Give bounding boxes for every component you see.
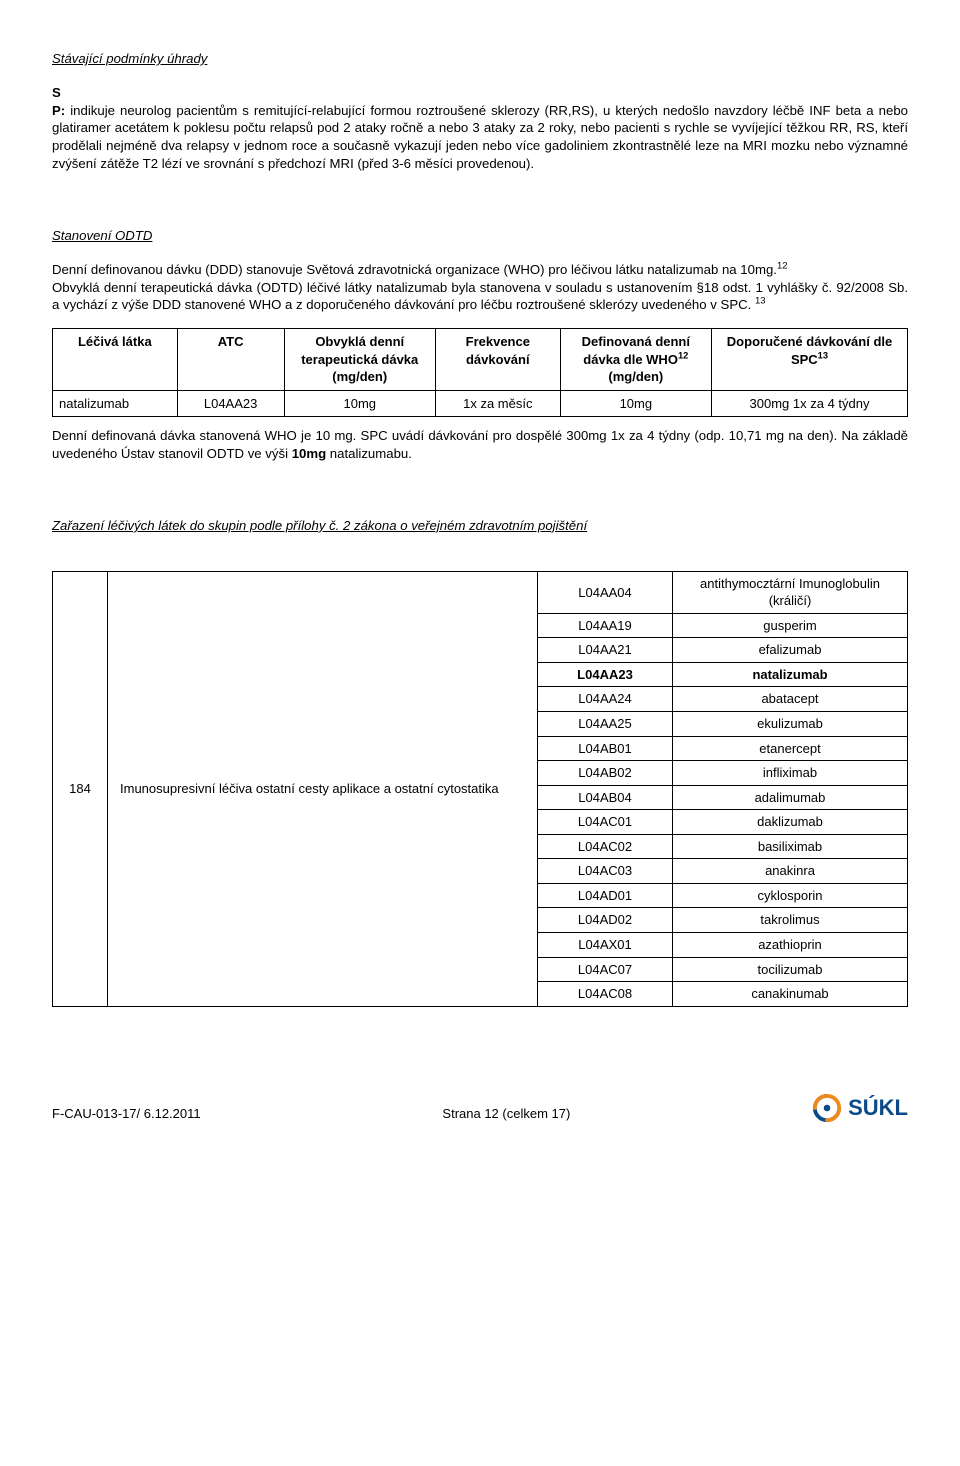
atc-name: antithymocztární Imunoglobulin (králičí) [673, 571, 908, 613]
odtd-para1-text: Denní definovanou dávku (DDD) stanovuje … [52, 262, 777, 277]
atc-name: canakinumab [673, 982, 908, 1007]
atc-name: takrolimus [673, 908, 908, 933]
atc-code: L04AC03 [538, 859, 673, 884]
atc-code: L04AA24 [538, 687, 673, 712]
atc-name: etanercept [673, 736, 908, 761]
dosage-row: natalizumab L04AA23 10mg 1x za měsíc 10m… [53, 390, 908, 417]
s-line: S [52, 84, 908, 102]
after-table-tail: natalizumabu. [326, 446, 412, 461]
atc-name: azathioprin [673, 932, 908, 957]
dosage-table: Léčivá látka ATC Obvyklá denní terapeuti… [52, 328, 908, 417]
logo-text: SÚKL [848, 1093, 908, 1123]
atc-group-name: Imunosupresivní léčiva ostatní cesty apl… [108, 571, 538, 1006]
atc-name: cyklosporin [673, 883, 908, 908]
dosage-c4: 1x za měsíc [435, 390, 560, 417]
atc-name: tocilizumab [673, 957, 908, 982]
atc-table: 184Imunosupresivní léčiva ostatní cesty … [52, 571, 908, 1007]
footer-center: Strana 12 (celkem 17) [442, 1105, 570, 1123]
atc-name: natalizumab [673, 662, 908, 687]
p-paragraph: P: indikuje neurolog pacientům s remituj… [52, 102, 908, 173]
page-footer: F-CAU-013-17/ 6.12.2011 Strana 12 (celke… [52, 1093, 908, 1123]
atc-group-number: 184 [53, 571, 108, 1006]
dosage-c1: natalizumab [53, 390, 178, 417]
odtd-sup2: 13 [755, 296, 766, 307]
conditions-text: S P: indikuje neurolog pacientům s remit… [52, 84, 908, 173]
dosage-h3: Obvyklá denní terapeutická dávka (mg/den… [284, 329, 435, 391]
atc-name: abatacept [673, 687, 908, 712]
dosage-c5: 10mg [560, 390, 711, 417]
atc-name: gusperim [673, 613, 908, 638]
atc-code: L04AA25 [538, 712, 673, 737]
sukl-logo: SÚKL [812, 1093, 908, 1123]
dosage-c3: 10mg [284, 390, 435, 417]
conditions-heading: Stávající podmínky úhrady [52, 50, 908, 68]
dosage-h6: Doporučené dávkování dle SPC13 [712, 329, 908, 391]
p-label: P: [52, 103, 65, 118]
dosage-h4: Frekvence dávkování [435, 329, 560, 391]
atc-code: L04AA19 [538, 613, 673, 638]
dosage-h2: ATC [177, 329, 284, 391]
atc-code: L04AX01 [538, 932, 673, 957]
atc-code: L04AC02 [538, 834, 673, 859]
odtd-para2-text: Obvyklá denní terapeutická dávka (ODTD) … [52, 280, 908, 313]
atc-code: L04AC07 [538, 957, 673, 982]
atc-name: basiliximab [673, 834, 908, 859]
atc-code: L04AA23 [538, 662, 673, 687]
dosage-h5: Definovaná denní dávka dle WHO12(mg/den) [560, 329, 711, 391]
atc-row: 184Imunosupresivní léčiva ostatní cesty … [53, 571, 908, 613]
odtd-heading: Stanovení ODTD [52, 227, 908, 245]
odtd-sup1: 12 [777, 260, 788, 271]
atc-name: anakinra [673, 859, 908, 884]
dosage-c2: L04AA23 [177, 390, 284, 417]
atc-name: ekulizumab [673, 712, 908, 737]
p-body: indikuje neurolog pacientům s remitující… [52, 103, 908, 171]
atc-code: L04AC08 [538, 982, 673, 1007]
atc-name: infliximab [673, 761, 908, 786]
after-table-bold: 10mg [292, 446, 326, 461]
atc-name: adalimumab [673, 785, 908, 810]
dosage-h1: Léčivá látka [53, 329, 178, 391]
odtd-para1: Denní definovanou dávku (DDD) stanovuje … [52, 261, 908, 314]
atc-name: daklizumab [673, 810, 908, 835]
atc-code: L04AD02 [538, 908, 673, 933]
footer-left: F-CAU-013-17/ 6.12.2011 [52, 1105, 201, 1123]
atc-code: L04AC01 [538, 810, 673, 835]
dosage-c6: 300mg 1x za 4 týdny [712, 390, 908, 417]
atc-code: L04AB02 [538, 761, 673, 786]
atc-code: L04AD01 [538, 883, 673, 908]
classification-heading: Zařazení léčivých látek do skupin podle … [52, 517, 908, 535]
atc-code: L04AA21 [538, 638, 673, 663]
after-table-text: Denní definovaná dávka stanovená WHO je … [52, 428, 908, 461]
atc-code: L04AB04 [538, 785, 673, 810]
atc-code: L04AB01 [538, 736, 673, 761]
atc-name: efalizumab [673, 638, 908, 663]
atc-code: L04AA04 [538, 571, 673, 613]
logo-swirl-icon [812, 1093, 842, 1123]
after-table-para: Denní definovaná dávka stanovená WHO je … [52, 427, 908, 463]
